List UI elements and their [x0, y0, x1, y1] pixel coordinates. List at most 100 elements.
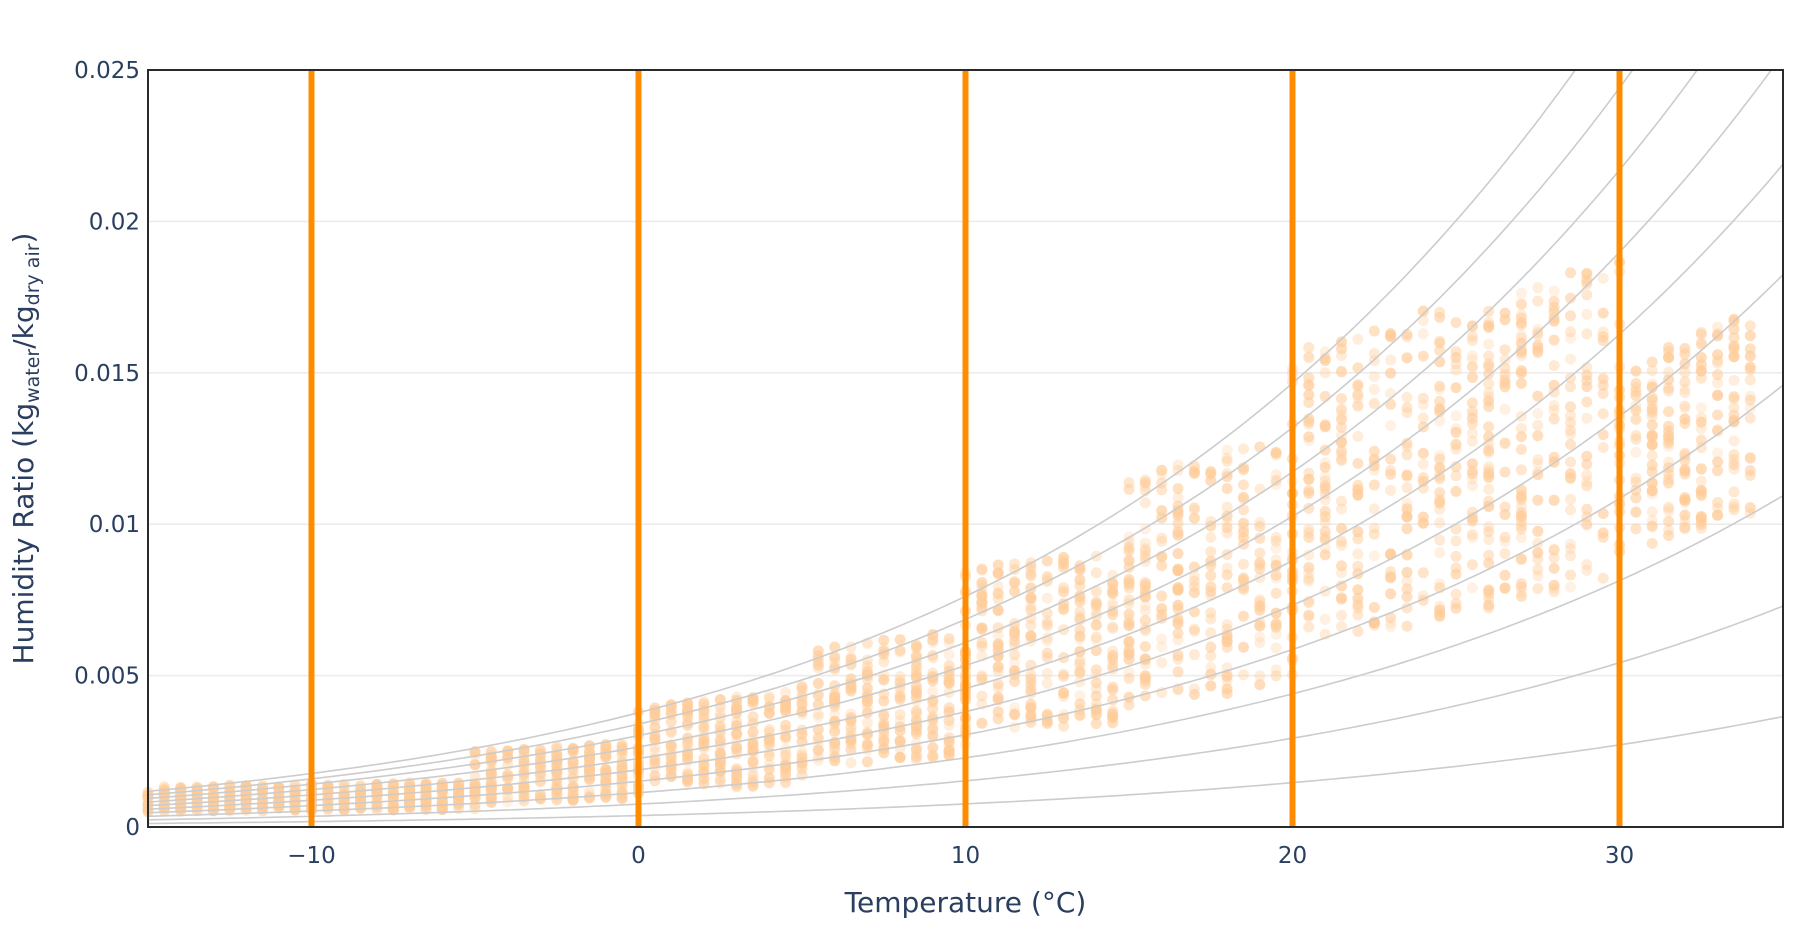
scatter-point [1515, 345, 1527, 357]
scatter-point [1009, 577, 1021, 589]
scatter-point [1074, 645, 1086, 657]
scatter-point [698, 760, 710, 772]
scatter-point [1107, 588, 1119, 600]
scatter-point [1728, 498, 1740, 510]
scatter-point [534, 767, 546, 779]
scatter-point [1352, 526, 1364, 538]
scatter-point [1172, 492, 1184, 503]
scatter-point [1581, 289, 1593, 301]
scatter-point [1270, 572, 1282, 584]
scatter-point [1090, 631, 1102, 643]
scatter-point [1188, 467, 1200, 479]
scatter-point [829, 725, 841, 737]
scatter-point [1417, 392, 1429, 404]
scatter-point [1188, 625, 1200, 637]
scatter-point [1205, 570, 1217, 582]
scatter-point [1401, 441, 1413, 453]
scatter-point [1156, 560, 1168, 572]
scatter-point [878, 735, 890, 747]
scatter-point [1303, 531, 1315, 543]
scatter-point [1450, 346, 1462, 358]
scatter-point [1009, 657, 1021, 668]
scatter-point [1303, 389, 1315, 401]
scatter-point [1172, 459, 1184, 471]
scatter-point [1336, 522, 1347, 534]
scatter-point [1565, 428, 1576, 440]
scatter-point [420, 792, 432, 804]
scatter-point [1499, 381, 1511, 393]
scatter-point [910, 705, 922, 717]
scatter-point [829, 708, 841, 720]
scatter-point [1499, 582, 1511, 594]
scatter-point [1466, 335, 1478, 347]
scatter-point [207, 794, 219, 806]
scatter-point [1728, 350, 1740, 362]
scatter-point [1532, 419, 1544, 431]
scatter-point [1565, 493, 1576, 505]
scatter-point [894, 715, 906, 727]
scatter-point [616, 745, 628, 757]
scatter-point [1336, 536, 1347, 548]
scatter-point [1238, 522, 1249, 534]
scatter-point [747, 726, 759, 738]
scatter-point [567, 783, 579, 794]
scatter-point [1368, 550, 1380, 562]
scatter-point [1466, 582, 1478, 594]
scatter-point [992, 593, 1004, 605]
scatter-point [780, 749, 792, 761]
scatter-point [1646, 466, 1658, 478]
scatter-point [1025, 669, 1037, 681]
x-axis-title: Temperature (°C) [844, 886, 1087, 919]
scatter-point [992, 567, 1004, 579]
scatter-point [1499, 509, 1511, 520]
scatter-point [1188, 587, 1200, 599]
scatter-point [1254, 557, 1266, 569]
scatter-point [1074, 606, 1086, 618]
scatter-point [1303, 435, 1315, 447]
scatter-point [747, 698, 759, 710]
scatter-point [1336, 621, 1347, 633]
scatter-point [1058, 687, 1070, 699]
scatter-point [1581, 276, 1593, 287]
scatter-point [1630, 506, 1642, 518]
scatter-point [1483, 350, 1495, 362]
scatter-point [1238, 610, 1249, 622]
scatter-point [1663, 501, 1675, 513]
scatter-point [1090, 586, 1102, 598]
scatter-point [1630, 523, 1642, 535]
scatter-point [1058, 720, 1070, 732]
scatter-point [1712, 349, 1724, 361]
scatter-point [1319, 480, 1331, 492]
scatter-point [1532, 329, 1544, 341]
scatter-point [1401, 523, 1413, 535]
scatter-point [1270, 664, 1282, 676]
scatter-point [1254, 620, 1266, 632]
scatter-point [845, 757, 857, 769]
scatter-point [1695, 463, 1707, 475]
scatter-point [1238, 517, 1249, 529]
scatter-point [1597, 408, 1609, 420]
scatter-point [812, 711, 824, 723]
scatter-point [763, 707, 775, 719]
scatter-point [714, 735, 726, 747]
scatter-point [1450, 551, 1462, 562]
scatter-point [1712, 497, 1724, 508]
scatter-point [1565, 326, 1576, 338]
scatter-point [1597, 429, 1609, 441]
scatter-point [1548, 552, 1560, 564]
scatter-point [878, 674, 890, 685]
scatter-point [812, 645, 824, 657]
scatter-point [551, 750, 563, 762]
scatter-point [1466, 480, 1478, 492]
scatter-point [992, 678, 1004, 690]
scatter-point [1434, 534, 1446, 546]
scatter-point [1107, 621, 1119, 633]
scatter-point [1646, 356, 1658, 368]
scatter-point [1548, 306, 1560, 318]
scatter-point [910, 728, 922, 740]
scatter-point [1123, 542, 1135, 553]
scatter-point [927, 703, 939, 715]
scatter-point [1695, 511, 1707, 523]
scatter-point [1417, 458, 1429, 470]
